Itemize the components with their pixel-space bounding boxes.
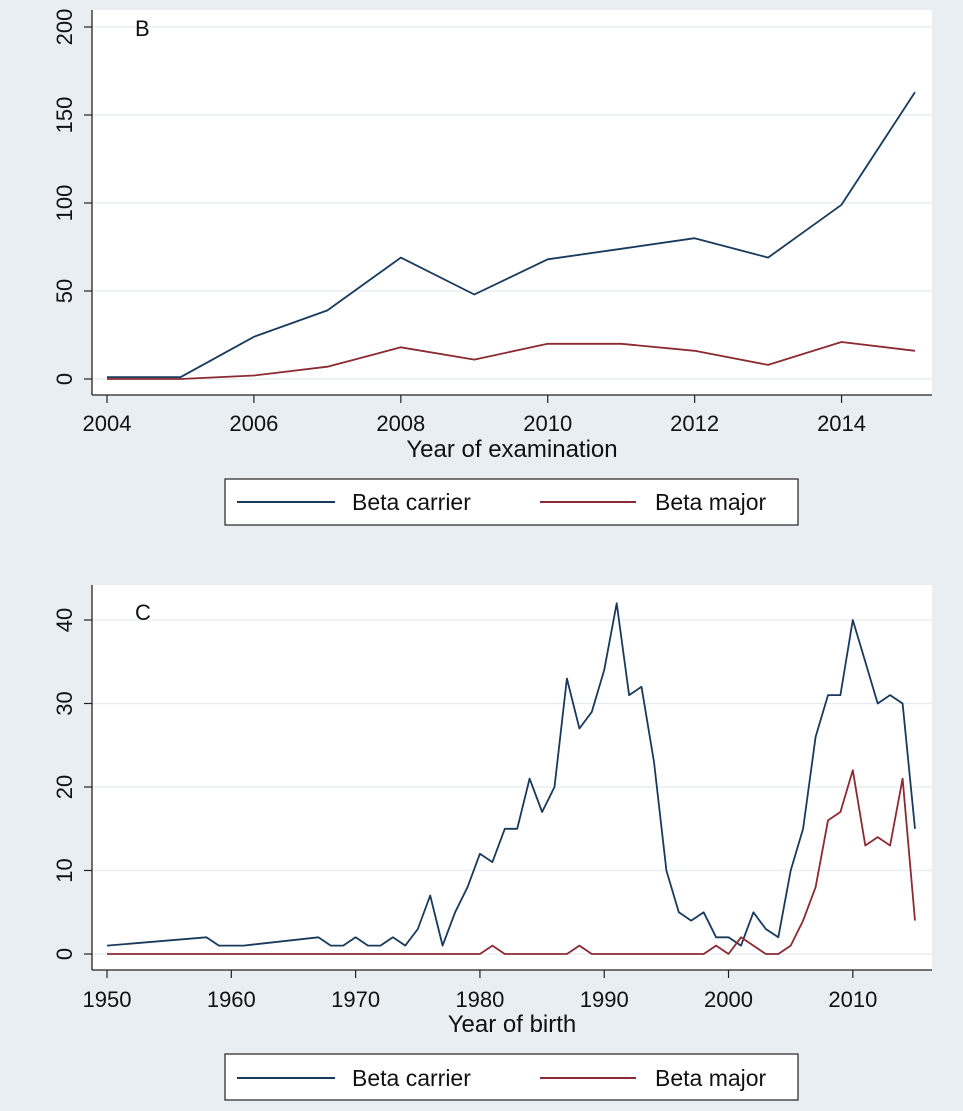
panel-c-plot-area [92, 585, 932, 970]
panel-c-chart: 0 10 20 30 40 1950 1960 1970 1980 1990 2000 2010 C… [52, 585, 932, 1101]
panel-c-xlabel: Year of birth [448, 1011, 577, 1038]
ytick-label-0: 0 [52, 373, 77, 385]
xtick-label-2000: 2000 [704, 987, 753, 1012]
xtick-label-1990: 1990 [580, 987, 629, 1012]
legend-label-beta-carrier: Beta carrier [352, 489, 471, 515]
xtick-label-1960: 1960 [207, 987, 256, 1012]
ytick-label-40: 40 [52, 608, 77, 632]
ytick-label-150: 150 [52, 97, 77, 134]
panel-b-legend: Beta carrier Beta major [224, 478, 799, 526]
xtick-label-1980: 1980 [455, 987, 504, 1012]
xtick-label-2012: 2012 [670, 411, 719, 436]
xtick-label-2008: 2008 [376, 411, 425, 436]
ytick-label-100: 100 [52, 185, 77, 222]
panel-b-xlabel: Year of examination [406, 436, 617, 463]
xtick-label-2014: 2014 [817, 411, 866, 436]
ytick-label-20: 20 [52, 775, 77, 799]
legend-label-beta-major: Beta major [655, 1065, 767, 1091]
xtick-label-2010: 2010 [828, 987, 877, 1012]
legend-label-beta-carrier: Beta carrier [352, 1065, 471, 1091]
panel-b-title: B [135, 16, 150, 41]
ytick-label-50: 50 [52, 279, 77, 303]
xtick-label-1970: 1970 [331, 987, 380, 1012]
panel-c-title: C [135, 600, 151, 625]
panel-c-legend: Beta carrier Beta major [224, 1053, 799, 1101]
ytick-label-200: 200 [52, 9, 77, 46]
series-line-beta-carrier [106, 602, 916, 947]
series-line-beta-major [107, 341, 916, 380]
xtick-label-2004: 2004 [83, 411, 132, 436]
series-line-beta-major [107, 769, 916, 955]
ytick-label-0: 0 [52, 948, 77, 960]
xtick-label-1950: 1950 [83, 987, 132, 1012]
ytick-label-30: 30 [52, 691, 77, 715]
series-line-beta-carrier [107, 91, 916, 379]
legend-label-beta-major: Beta major [655, 489, 767, 515]
xtick-label-2006: 2006 [229, 411, 278, 436]
ytick-label-10: 10 [52, 858, 77, 882]
xtick-label-2010: 2010 [523, 411, 572, 436]
